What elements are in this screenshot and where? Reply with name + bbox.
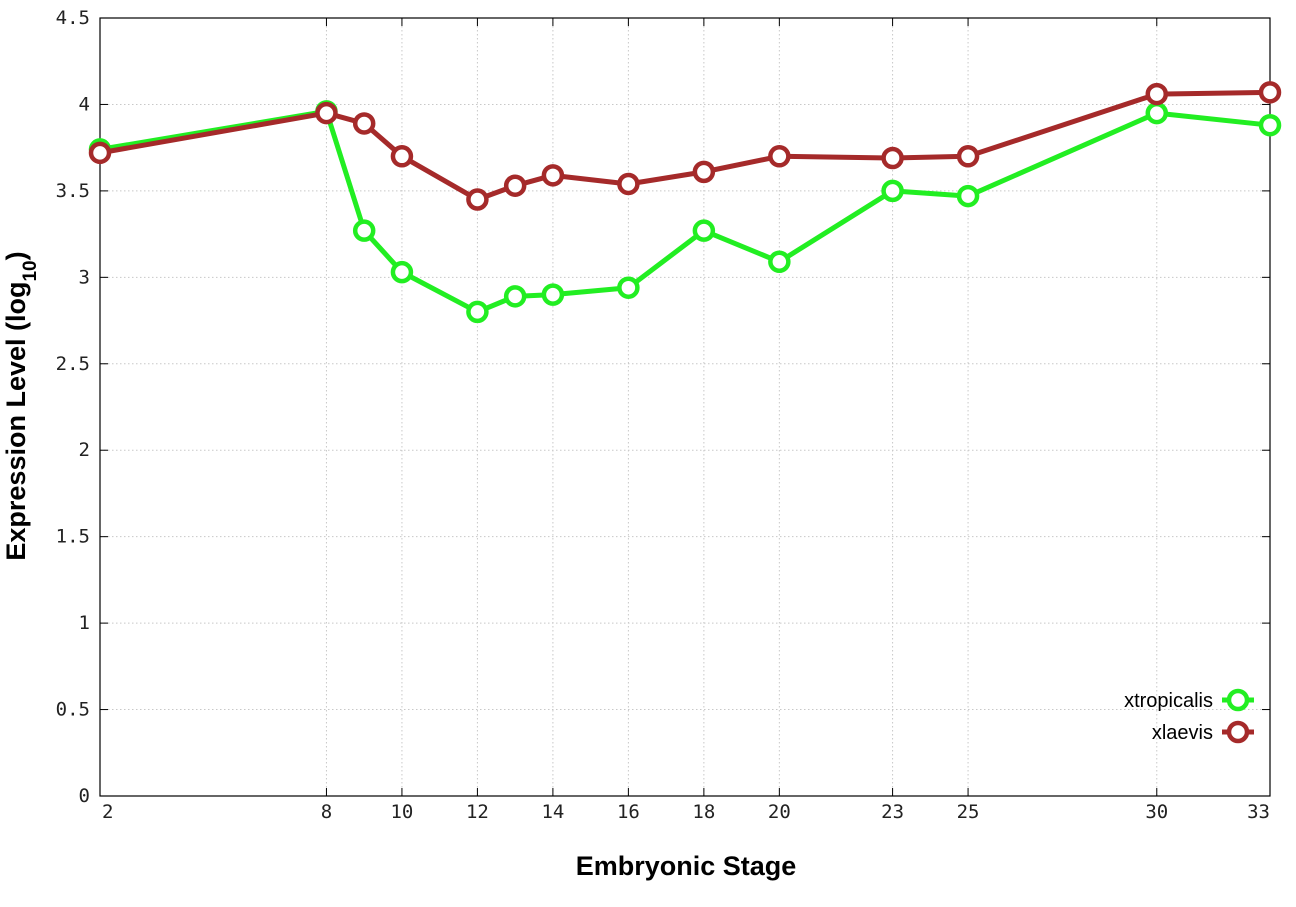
data-point-xtropicalis: [692, 219, 716, 242]
series-xtropicalis: [88, 100, 1282, 324]
x-tick-label: 30: [1145, 801, 1168, 823]
legend-label: xlaevis: [1152, 722, 1213, 744]
y-axis-title: Expression Level (log10): [1, 251, 41, 560]
legend-marker: [1226, 688, 1250, 712]
y-tick-label: 1: [79, 612, 90, 634]
data-point-xlaevis: [617, 172, 640, 196]
legend-label: xtropicalis: [1124, 690, 1213, 712]
axis-ticks: 2 8 10 12 14 16 18 20 23 25 30 33 0 0.5 1 1.5 2 2.5 3 3.5 4 4…: [56, 7, 1271, 823]
series-line-xtropicalis: [99, 108, 1271, 315]
legend: xtropicalis xlaevis: [1124, 688, 1254, 744]
y-tick-label: 2.5: [56, 353, 90, 375]
data-point-xlaevis: [503, 174, 527, 197]
x-tick-label: 20: [768, 801, 791, 823]
data-point-xlaevis: [956, 145, 980, 168]
legend-item-xtropicalis: xtropicalis: [1124, 688, 1254, 712]
data-point-xtropicalis: [956, 184, 980, 208]
data-point-xlaevis: [768, 145, 791, 168]
data-point-xtropicalis: [541, 283, 565, 306]
y-tick-label: 3.5: [56, 180, 90, 202]
y-tick-label: 4: [79, 93, 90, 115]
legend-item-xlaevis: xlaevis: [1152, 720, 1254, 744]
x-tick-label: 14: [541, 801, 564, 823]
data-point-xlaevis: [1258, 81, 1282, 104]
data-point-xlaevis: [352, 112, 376, 135]
grid: [99, 17, 1271, 797]
data-point-xtropicalis: [1258, 113, 1282, 137]
x-axis-title: Embryonic Stage: [576, 851, 797, 881]
x-tick-label: 18: [692, 801, 715, 823]
data-point-xtropicalis: [352, 219, 376, 242]
series-xlaevis: [88, 81, 1282, 211]
x-tick-label: 25: [957, 801, 980, 823]
y-tick-label: 2: [79, 439, 90, 461]
data-point-xlaevis: [541, 164, 565, 187]
data-point-xtropicalis: [768, 250, 791, 274]
y-tick-label: 1.5: [56, 526, 90, 548]
data-point-xlaevis: [390, 145, 414, 168]
x-tick-label: 16: [617, 801, 640, 823]
y-axis-title-main: Expression Level (log: [1, 282, 31, 561]
data-point-xtropicalis: [390, 260, 414, 284]
data-point-xtropicalis: [466, 300, 489, 324]
x-tick-label: 33: [1247, 801, 1270, 823]
legend-marker: [1226, 720, 1250, 744]
y-tick-label: 0.5: [56, 699, 90, 721]
y-tick-label: 0: [79, 785, 90, 807]
data-point-xlaevis: [88, 141, 112, 165]
data-point-xlaevis: [315, 101, 338, 125]
x-tick-label: 12: [466, 801, 489, 823]
series-group: [88, 81, 1282, 324]
series-line-xlaevis: [99, 89, 1271, 203]
plot-frame: [99, 17, 1271, 797]
data-point-xtropicalis: [503, 285, 527, 308]
y-axis-title-subscript: 10: [20, 260, 41, 281]
y-axis-title-close: ): [1, 251, 31, 260]
y-tick-label: 4.5: [56, 7, 90, 29]
data-point-xlaevis: [1145, 82, 1169, 106]
x-tick-label: 8: [321, 801, 332, 823]
x-tick-label: 23: [881, 801, 904, 823]
data-point-xtropicalis: [1145, 101, 1169, 125]
x-tick-label: 2: [102, 801, 113, 823]
data-point-xlaevis: [692, 160, 716, 184]
data-point-xlaevis: [466, 188, 489, 211]
data-point-xtropicalis: [881, 179, 904, 203]
y-tick-label: 3: [79, 266, 90, 288]
data-point-xlaevis: [881, 146, 904, 170]
data-point-xtropicalis: [617, 276, 640, 299]
x-tick-label: 10: [390, 801, 413, 823]
